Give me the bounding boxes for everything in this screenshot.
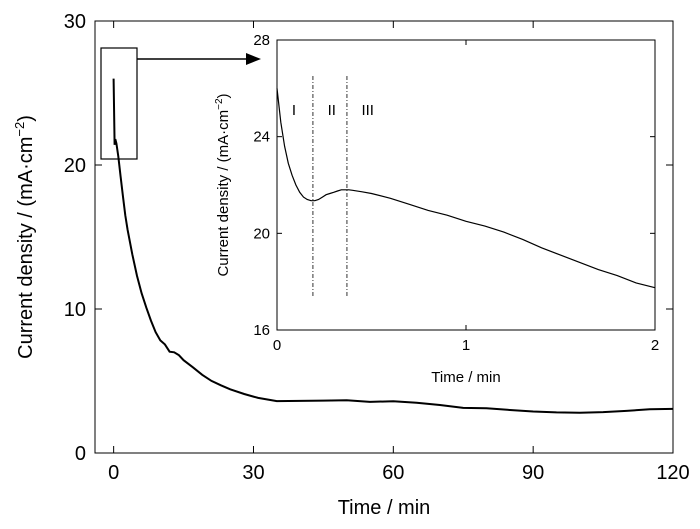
inset-series-line <box>276 88 656 289</box>
main-x-axis-label: Time / min <box>338 497 431 519</box>
main-y-axis-label-text: Current density / (mA·cm <box>15 137 37 359</box>
inset-y-tick-label: 16 <box>253 322 270 339</box>
inset-x-tick-label: 1 <box>462 337 470 354</box>
main-y-tick-label: 0 <box>75 443 86 465</box>
inset-y-axis-label-text: Current density / (mA·cm <box>215 110 232 277</box>
inset-x-tick-label: 0 <box>273 337 281 354</box>
main-y-axis-label-close: ) <box>15 115 37 122</box>
main-y-tick-label: 10 <box>64 299 86 321</box>
main-plot-frame <box>94 20 674 454</box>
main-series-line <box>112 78 674 414</box>
inset-x-axis-label: Time / min <box>431 369 500 386</box>
main-x-tick-label: 0 <box>108 462 119 484</box>
inset-plot-frame <box>276 39 656 331</box>
main-x-tick-label: 120 <box>656 462 689 484</box>
inset-region-label: III <box>361 102 374 119</box>
zoom-box <box>100 47 138 160</box>
inset-region-label: I <box>292 102 296 119</box>
main-y-axis-label: Current density / (mA·cm−2) <box>12 115 37 359</box>
main-y-axis-label-sup: −2 <box>12 122 27 137</box>
zoom-arrow-head <box>246 53 261 65</box>
main-x-tick-label: 90 <box>522 462 544 484</box>
inset-regions: I II III <box>292 76 374 298</box>
inset-y-tick-label: 24 <box>253 129 270 146</box>
main-x-tick-label: 60 <box>382 462 404 484</box>
inset-y-tick-label: 28 <box>253 32 270 49</box>
main-x-tick-label: 30 <box>242 462 264 484</box>
main-y-tick-label: 30 <box>64 11 86 33</box>
main-y-tick-label: 20 <box>64 155 86 177</box>
inset-region-label: II <box>328 102 336 119</box>
inset-y-axis-label-close: ) <box>215 93 232 98</box>
inset-y-axis-label: Current density / (mA·cm−2) <box>214 93 232 276</box>
inset-y-axis-label-sup: −2 <box>214 98 225 110</box>
inset-x-tick-label: 2 <box>651 337 659 354</box>
inset-y-tick-label: 20 <box>253 225 270 242</box>
